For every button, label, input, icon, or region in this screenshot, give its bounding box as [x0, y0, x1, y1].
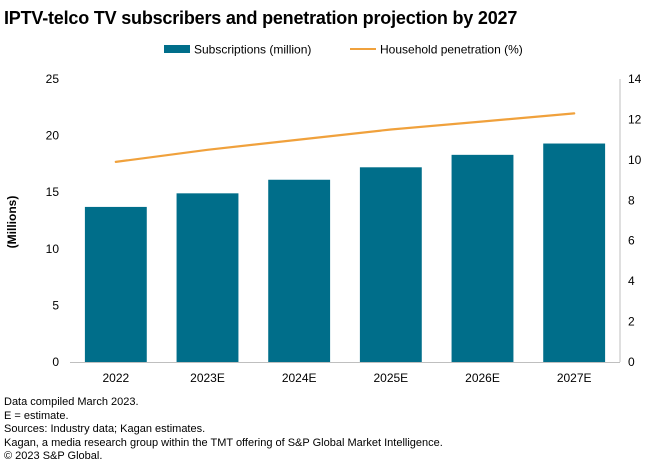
bar — [359, 167, 422, 362]
legend-label-subscriptions: Subscriptions (million) — [194, 43, 311, 57]
y2-tick-label: 0 — [628, 355, 635, 369]
legend-swatch-subscriptions — [164, 45, 190, 53]
bar-series — [84, 143, 606, 362]
bar — [268, 179, 331, 362]
y2-tick-label: 2 — [628, 315, 635, 329]
y2-tick-label: 12 — [628, 112, 642, 126]
y2-tick-label: 6 — [628, 234, 635, 248]
y-tick-label: 25 — [46, 72, 60, 86]
y-tick-label: 0 — [52, 355, 59, 369]
y-axis-label: (Millions) — [5, 196, 19, 249]
y2-tick-label: 8 — [628, 193, 635, 207]
bar — [451, 154, 514, 362]
x-tick-label: 2027E — [557, 371, 592, 385]
x-tick-label: 2025E — [373, 371, 408, 385]
line-series — [114, 112, 576, 163]
legend-label-penetration: Household penetration (%) — [380, 43, 523, 57]
y-tick-label: 20 — [46, 129, 60, 143]
y2-tick-label: 4 — [628, 274, 635, 288]
note-kagan: Kagan, a media research group within the… — [4, 436, 443, 449]
y2-tick-label: 14 — [628, 72, 642, 86]
bar — [84, 206, 147, 362]
x-tick-label: 2024E — [282, 371, 317, 385]
y-axis-right: 0 2 4 6 8 10 12 14 — [619, 72, 642, 369]
penetration-line — [114, 112, 576, 163]
x-tick-label: 2023E — [190, 371, 225, 385]
source-notes: Data compiled March 2023. E = estimate. … — [4, 396, 443, 464]
y2-tick-label: 10 — [628, 153, 642, 167]
bar — [176, 193, 239, 362]
note-copyright: © 2023 S&P Global. — [4, 450, 103, 463]
y-axis-left: 0 5 10 15 20 25 — [46, 72, 60, 369]
x-tick-label: 2022 — [102, 371, 129, 385]
legend: Subscriptions (million) Household penetr… — [164, 43, 523, 57]
x-tick-label: 2026E — [465, 371, 500, 385]
x-axis: 2022 2023E 2024E 2025E 2026E 2027E — [70, 362, 620, 385]
note-estimate: E = estimate. — [4, 409, 69, 422]
y-tick-label: 10 — [46, 242, 60, 256]
y-tick-label: 15 — [46, 185, 60, 199]
note-sources: Sources: Industry data; Kagan estimates. — [4, 423, 206, 436]
chart: Subscriptions (million) Household penetr… — [5, 43, 642, 386]
chart-title: IPTV-telco TV subscribers and penetratio… — [4, 8, 518, 28]
y-tick-label: 5 — [52, 298, 59, 312]
note-data-compiled: Data compiled March 2023. — [4, 396, 139, 408]
bar — [543, 143, 606, 362]
